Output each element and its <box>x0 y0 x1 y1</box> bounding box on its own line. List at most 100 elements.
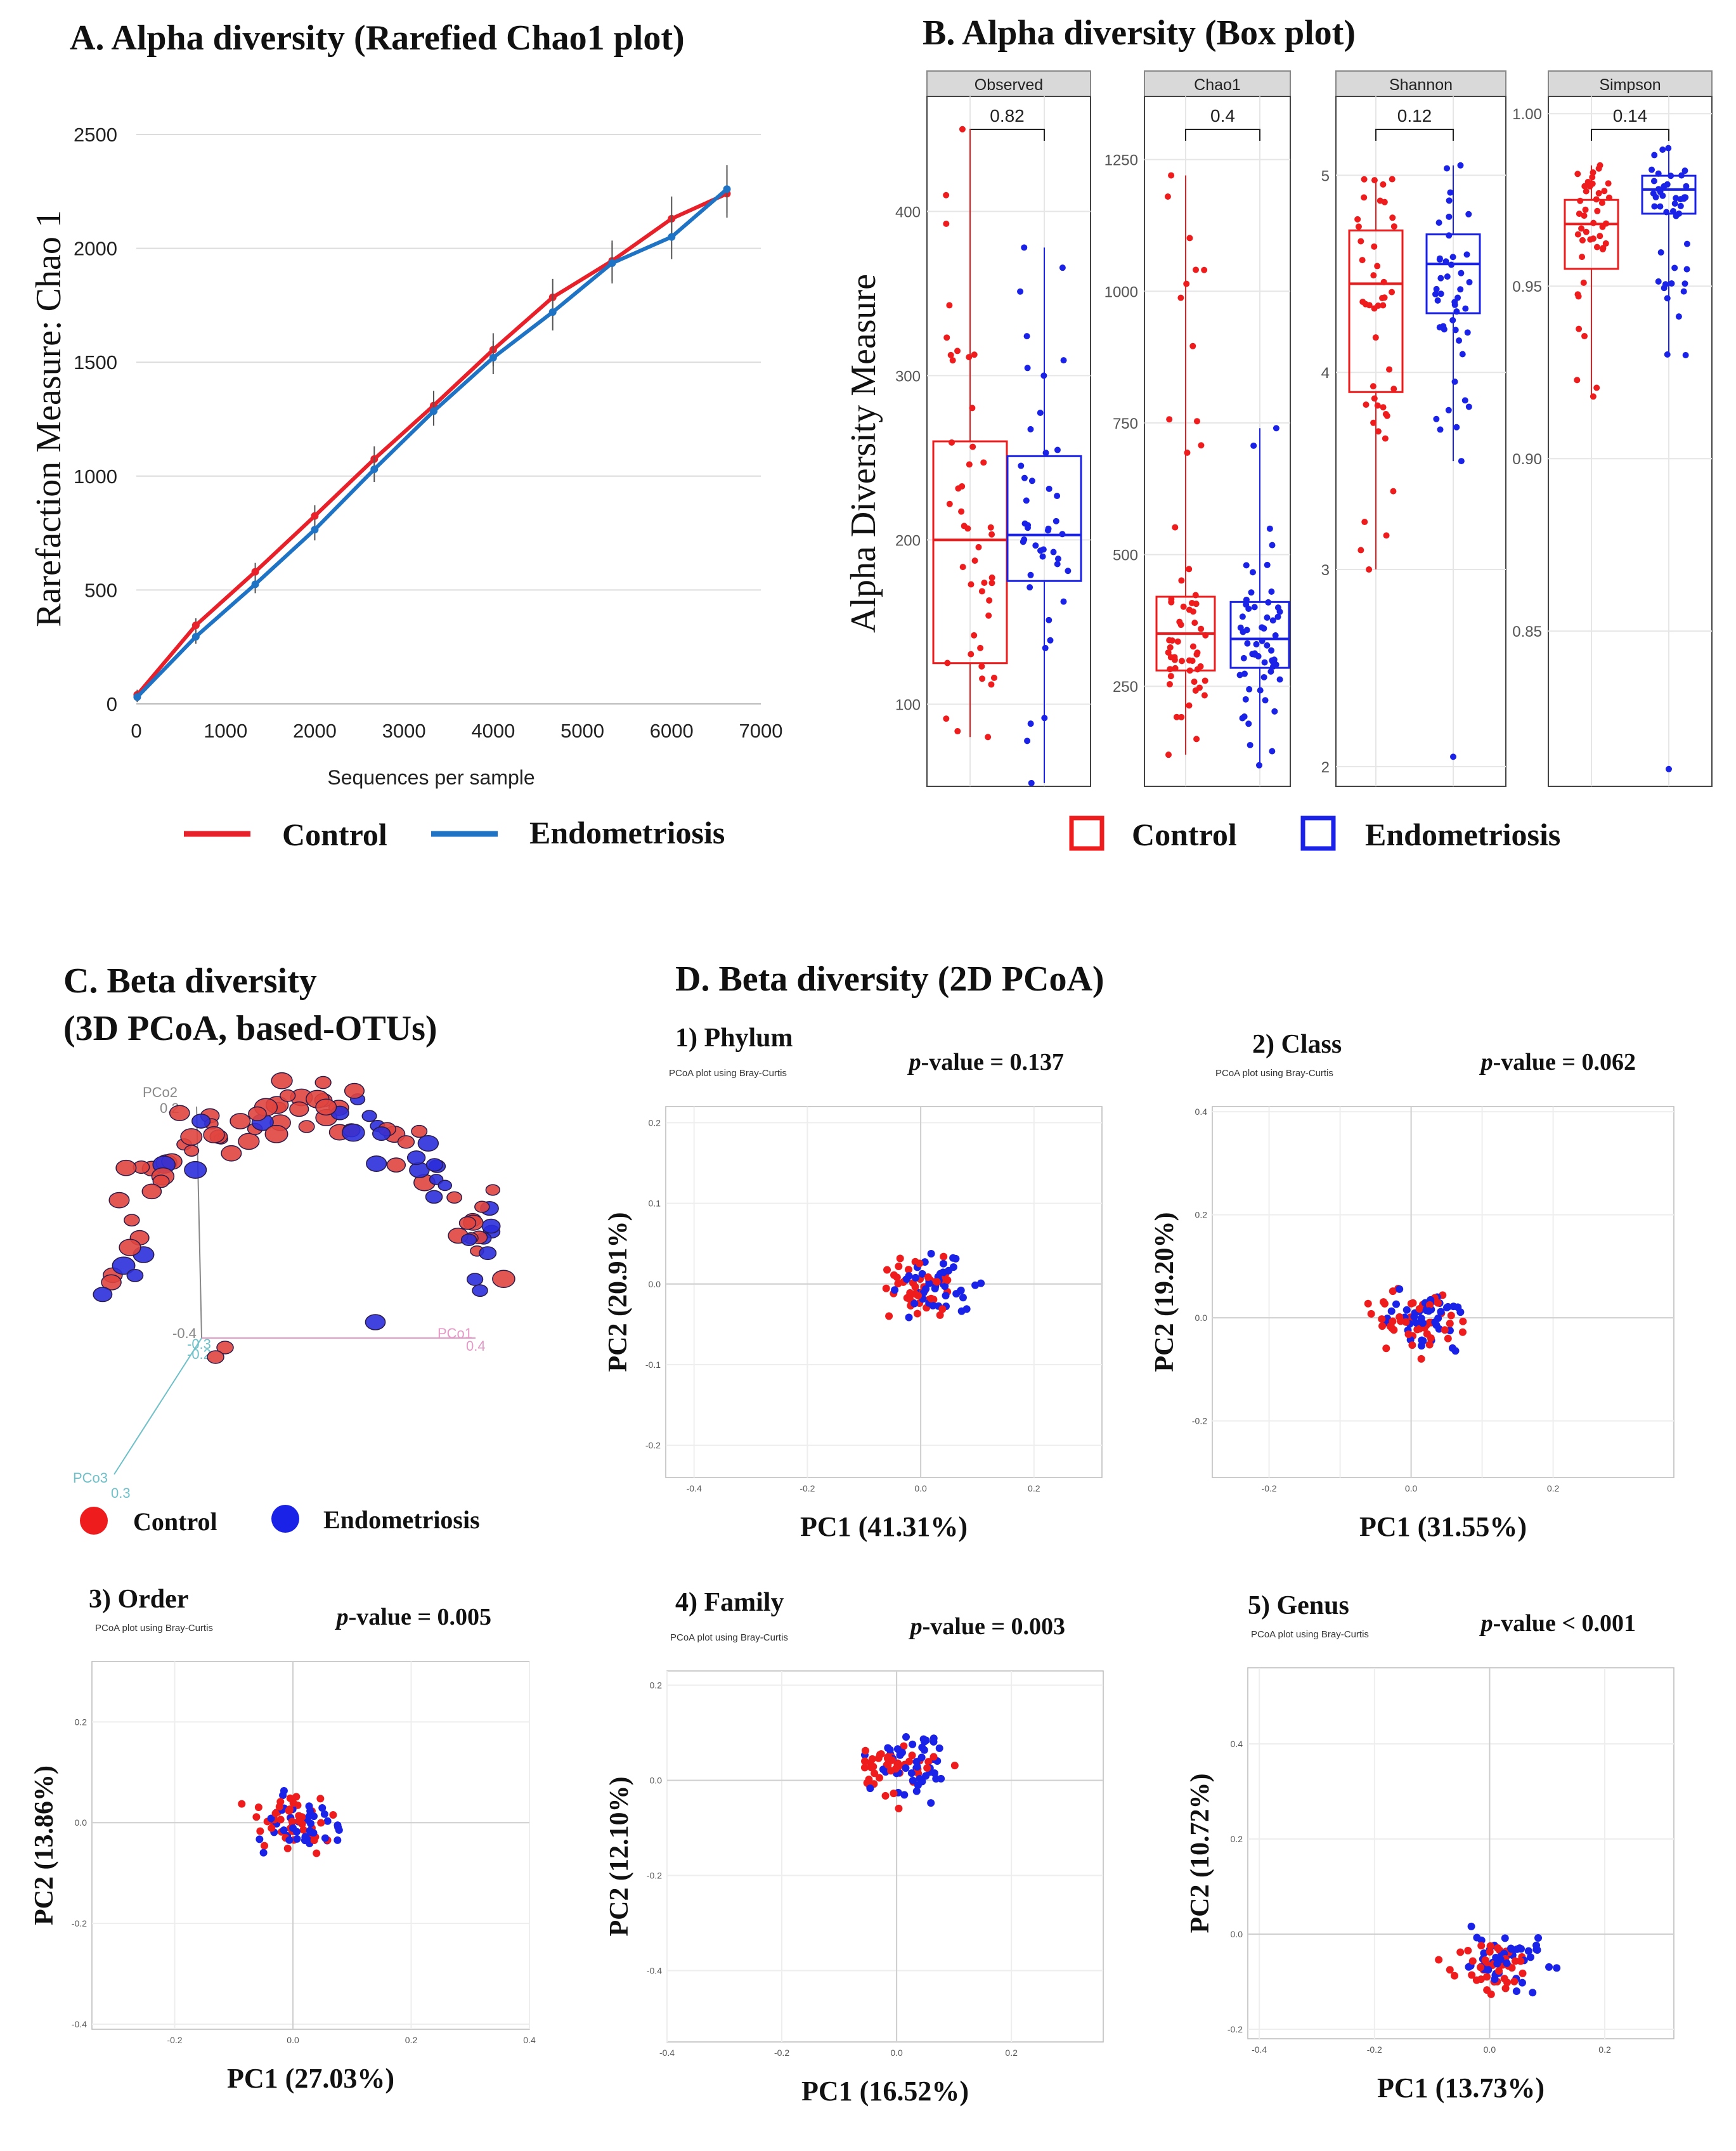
box-point-endo <box>1458 458 1465 465</box>
legend-c-control-dot <box>80 1507 108 1535</box>
box-point-endo <box>1661 285 1668 292</box>
box-point-endo <box>1236 672 1243 679</box>
pcoa-x-tick: -0.4 <box>659 2048 675 2058</box>
box-point-control <box>985 734 992 741</box>
facet-y-tick: 4 <box>1321 365 1330 382</box>
rarefaction-y-tick: 1000 <box>74 465 117 488</box>
pcoa-y-label: PC2 (20.91%) <box>604 1212 633 1372</box>
pcoa-3d-endo-point <box>460 1233 477 1247</box>
p-value-label: 0.4 <box>1210 106 1235 126</box>
box-point-endo <box>1681 280 1688 287</box>
box-point-control <box>1593 244 1600 250</box>
box-point-control <box>966 354 973 361</box>
box-point-endo <box>1046 485 1053 492</box>
box-point-control <box>978 663 985 670</box>
facet-strip-observed <box>926 70 1091 97</box>
box-point-control <box>986 597 993 604</box>
pcoa-endo-point <box>1553 1964 1561 1972</box>
pcoa-control-point <box>938 1305 947 1313</box>
box-endo <box>1006 455 1082 582</box>
box-point-endo <box>1021 474 1028 481</box>
pcoa-control-point <box>895 1804 903 1812</box>
pcoa-endo-point <box>959 1294 967 1302</box>
pcoa-2d-plots: 1) Phylum PCoA plot using Bray-Curtis p-va… <box>30 1024 1674 2107</box>
box-point-endo <box>1663 209 1670 216</box>
pcoa-control-point <box>261 1842 269 1850</box>
rarefaction-x-tick: 5000 <box>560 720 604 742</box>
pcoa-x-label: PC1 (31.55%) <box>1359 1511 1527 1542</box>
pcoa-plot-frame <box>665 1106 1103 1478</box>
pcoa-endo-point <box>1392 1300 1400 1308</box>
box-point-endo <box>1463 251 1470 258</box>
box-point-control <box>1189 342 1196 349</box>
pcoa-3d-control-point <box>289 1101 309 1117</box>
box-point-endo <box>1458 270 1465 276</box>
pcoa-endo-point <box>334 1823 342 1831</box>
facet-strip-label: Shannon <box>1389 76 1453 94</box>
box-point-control <box>1166 680 1173 687</box>
pcoa-endo-point <box>305 1802 313 1810</box>
pcoa-control-point <box>882 1284 890 1292</box>
box-point-endo <box>1260 673 1267 680</box>
box-point-endo <box>1059 531 1066 538</box>
box-point-endo <box>1448 261 1455 268</box>
pcoa-x-tick: 0.2 <box>1547 1483 1560 1493</box>
pcoa-control-point <box>1459 1317 1467 1325</box>
panel-a: A. Alpha diversity (Rarefied Chao1 plot)… <box>29 18 782 852</box>
pcoa-endo-point <box>1496 1955 1505 1963</box>
pcoa-control-point <box>1456 1948 1465 1956</box>
pcoa-control-point <box>867 1764 876 1772</box>
box-point-endo <box>1451 299 1458 306</box>
pcoa-control-point <box>1500 1975 1508 1983</box>
box-point-endo <box>1447 189 1454 196</box>
box-point-control <box>1595 165 1602 172</box>
pcoa-control-point <box>877 1750 885 1758</box>
facet-panel <box>1548 96 1713 787</box>
box-outlier-endo <box>1450 753 1456 760</box>
pcoa-endo-point <box>952 1254 960 1263</box>
pcoa-endo-point <box>930 1769 938 1777</box>
pcoa-endo-point <box>334 1836 342 1844</box>
box-point-control <box>1579 237 1586 244</box>
box-point-control <box>985 612 992 619</box>
pcoa-endo-point <box>910 1299 919 1308</box>
box-point-endo <box>1021 244 1028 251</box>
pcoa-3d-control-point <box>248 1106 267 1121</box>
pcoa-control-point <box>1417 1355 1425 1363</box>
box-point-control <box>1605 194 1612 201</box>
box-point-control <box>968 581 975 588</box>
pcoa-3d-endo-point <box>472 1284 488 1297</box>
box-point-control <box>958 508 965 515</box>
box-point-control <box>1168 599 1175 606</box>
pcoa-plot-subtitle: PCoA plot using Bray-Curtis <box>95 1623 213 1634</box>
box-point-endo <box>1271 708 1278 715</box>
pcoa-3d-control-point <box>169 1105 190 1121</box>
pcoa-control-point <box>1396 1317 1404 1325</box>
box-point-endo <box>1243 562 1250 569</box>
panel-d-title: D. Beta diversity (2D PCoA) <box>675 959 1104 999</box>
box-point-control <box>1197 663 1204 670</box>
box-point-control <box>1389 289 1396 296</box>
box-point-endo <box>1682 194 1689 201</box>
pcoa-control-point <box>905 1266 913 1274</box>
pcoa-plot-label: 1) Phylum <box>675 1024 793 1053</box>
p-value-text: p-value = 0.005 <box>335 1604 491 1630</box>
box-point-endo <box>1041 715 1048 722</box>
pcoa-control-point <box>283 1844 292 1852</box>
pcoa-control-point <box>238 1800 246 1808</box>
pcoa-control-point <box>891 1765 900 1773</box>
box-point-control <box>1390 386 1397 393</box>
box-point-endo <box>1253 640 1260 647</box>
pcoa-plot-label: 2) Class <box>1252 1030 1342 1059</box>
pcoa-control-point <box>885 1312 893 1320</box>
box-point-control <box>1180 603 1187 610</box>
box-point-control <box>949 357 956 364</box>
box-point-endo <box>1261 659 1268 666</box>
pcoa-3d-endo-point <box>361 1110 377 1122</box>
pcoa-control-point <box>295 1812 303 1820</box>
pcoa-3d-endo-point <box>417 1134 439 1152</box>
box-point-control <box>943 192 950 198</box>
box-point-control <box>1576 325 1583 332</box>
pcoa-3d-control-point <box>115 1159 137 1176</box>
pcoa-control-point <box>1409 1299 1417 1307</box>
